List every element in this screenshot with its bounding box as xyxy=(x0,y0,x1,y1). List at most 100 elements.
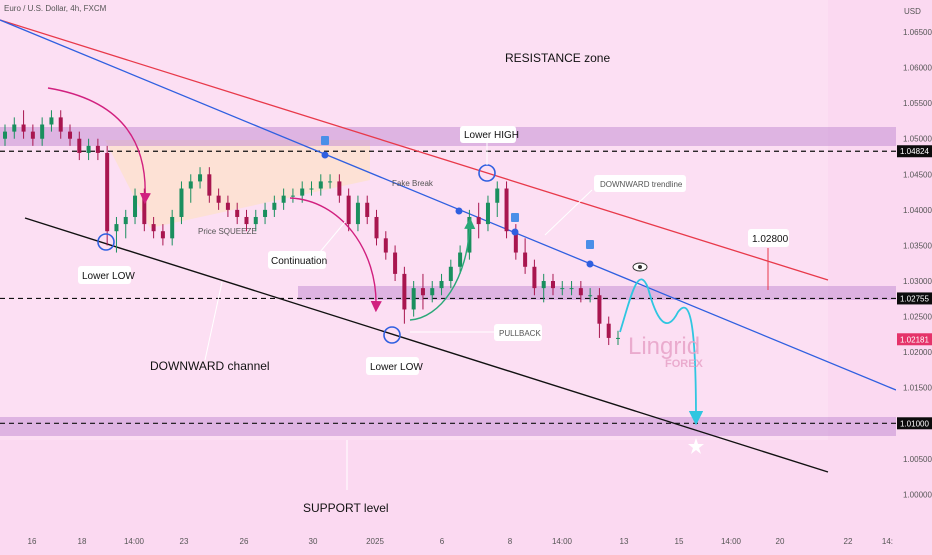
watermark-sub: FOREX xyxy=(665,358,704,370)
candle-body-33 xyxy=(309,188,314,190)
y-tick-11: 1.05500 xyxy=(903,99,932,108)
x-tick-3: 23 xyxy=(180,537,189,546)
annotation-lower-high: Lower HIGH xyxy=(464,130,519,141)
candle-body-25 xyxy=(235,209,240,217)
label-box-continuation xyxy=(268,251,326,269)
label-box-lower-high xyxy=(460,126,516,143)
candle-body-9 xyxy=(86,145,91,153)
y-tick-7: 1.03500 xyxy=(903,241,932,250)
connector-5 xyxy=(319,221,346,253)
candle-body-0 xyxy=(3,131,7,139)
blue-trendline xyxy=(0,19,897,391)
candle-body-29 xyxy=(272,202,277,210)
price-tag-box-0 xyxy=(897,145,932,158)
resistance-zone-band xyxy=(0,127,896,146)
y-tick-4: 1.02000 xyxy=(903,348,932,357)
candle-body-30 xyxy=(281,195,286,203)
candle-body-1 xyxy=(12,124,17,132)
x-tick-7: 6 xyxy=(440,537,445,546)
candle-body-51 xyxy=(476,216,481,225)
annotation-downward-trendline: DOWNWARD trendline xyxy=(600,180,683,189)
candle-body-48 xyxy=(448,266,453,282)
price-tag-box-1 xyxy=(897,292,932,305)
y-tick-9: 1.04500 xyxy=(903,170,932,179)
candle-body-7 xyxy=(68,131,73,139)
watermark-brand: Lingrid xyxy=(628,333,700,360)
y-tick-6: 1.03000 xyxy=(903,277,932,286)
candle-body-42 xyxy=(393,252,398,274)
label-box-1-02800 xyxy=(748,229,789,247)
candle-body-66 xyxy=(616,337,620,339)
candle-body-58 xyxy=(541,281,546,289)
candle-body-17 xyxy=(160,231,165,239)
price-tag-1: 1.02755 xyxy=(900,294,929,303)
x-tick-0: 16 xyxy=(28,537,37,546)
lower-low-marker-1 xyxy=(97,233,115,251)
candle-body-5 xyxy=(49,117,54,125)
annotation-pullback: PULLBACK xyxy=(499,329,541,338)
y-tick-13: 1.06500 xyxy=(903,28,932,37)
annotation-support-level: SUPPORT level xyxy=(303,501,389,515)
squeeze-zone xyxy=(105,140,370,228)
event-flag-1[interactable] xyxy=(321,136,329,145)
annotation-continuation: Continuation xyxy=(271,256,327,267)
x-tick-8: 8 xyxy=(508,537,513,546)
candle-body-61 xyxy=(569,288,574,290)
candle-body-64 xyxy=(597,295,602,324)
eye-icon xyxy=(632,262,648,272)
y-tick-5: 1.02500 xyxy=(903,313,932,322)
candle-body-3 xyxy=(30,131,35,139)
y-tick-12: 1.06000 xyxy=(903,64,932,73)
candle-body-31 xyxy=(290,195,295,197)
candle-body-18 xyxy=(170,216,175,239)
time-axis[interactable] xyxy=(0,532,896,550)
candle-body-62 xyxy=(578,288,583,296)
candle-body-8 xyxy=(77,138,82,153)
x-tick-11: 15 xyxy=(675,537,684,546)
x-tick-15: 14: xyxy=(882,537,893,546)
candle-body-32 xyxy=(300,188,305,196)
candle-body-46 xyxy=(430,288,435,296)
candle-body-56 xyxy=(523,252,528,267)
candle-body-57 xyxy=(532,266,537,289)
candle-body-24 xyxy=(225,202,230,210)
candle-body-35 xyxy=(328,181,333,183)
candle-body-22 xyxy=(207,174,212,196)
x-tick-10: 13 xyxy=(620,537,629,546)
y-tick-3: 1.01500 xyxy=(903,384,932,393)
y-tick-0: 1.00000 xyxy=(903,490,932,499)
price-tag-box-2 xyxy=(897,333,932,346)
projection-path xyxy=(619,278,704,426)
arrow-down-left xyxy=(47,87,151,205)
currency-label: USD xyxy=(904,7,921,16)
x-tick-9: 14:00 xyxy=(552,537,573,546)
annotation-1-02800: 1.02800 xyxy=(752,234,789,245)
candle-body-37 xyxy=(346,195,351,225)
label-box-pullback xyxy=(494,324,542,341)
candle-body-11 xyxy=(105,152,110,232)
x-tick-4: 26 xyxy=(240,537,249,546)
arrow-down-mid xyxy=(289,197,382,313)
event-flag-2[interactable] xyxy=(511,213,519,222)
trend-touch-3 xyxy=(511,228,519,236)
candle-body-6 xyxy=(58,117,63,132)
x-tick-13: 20 xyxy=(776,537,785,546)
candle-body-38 xyxy=(355,202,360,225)
event-flag-3[interactable] xyxy=(586,240,594,249)
x-tick-5: 30 xyxy=(309,537,318,546)
candle-body-44 xyxy=(411,288,416,310)
candle-body-28 xyxy=(263,209,268,217)
candle-body-65 xyxy=(606,323,611,338)
candle-body-41 xyxy=(383,238,388,253)
candle-body-14 xyxy=(133,195,138,217)
candle-body-4 xyxy=(40,124,45,139)
price-axis[interactable] xyxy=(896,0,932,550)
candle-body-40 xyxy=(374,216,379,239)
x-tick-12: 14:00 xyxy=(721,537,742,546)
x-tick-1: 18 xyxy=(78,537,87,546)
black-channel-line xyxy=(24,217,829,473)
candle-body-13 xyxy=(123,216,128,225)
candle-body-60 xyxy=(560,288,565,290)
